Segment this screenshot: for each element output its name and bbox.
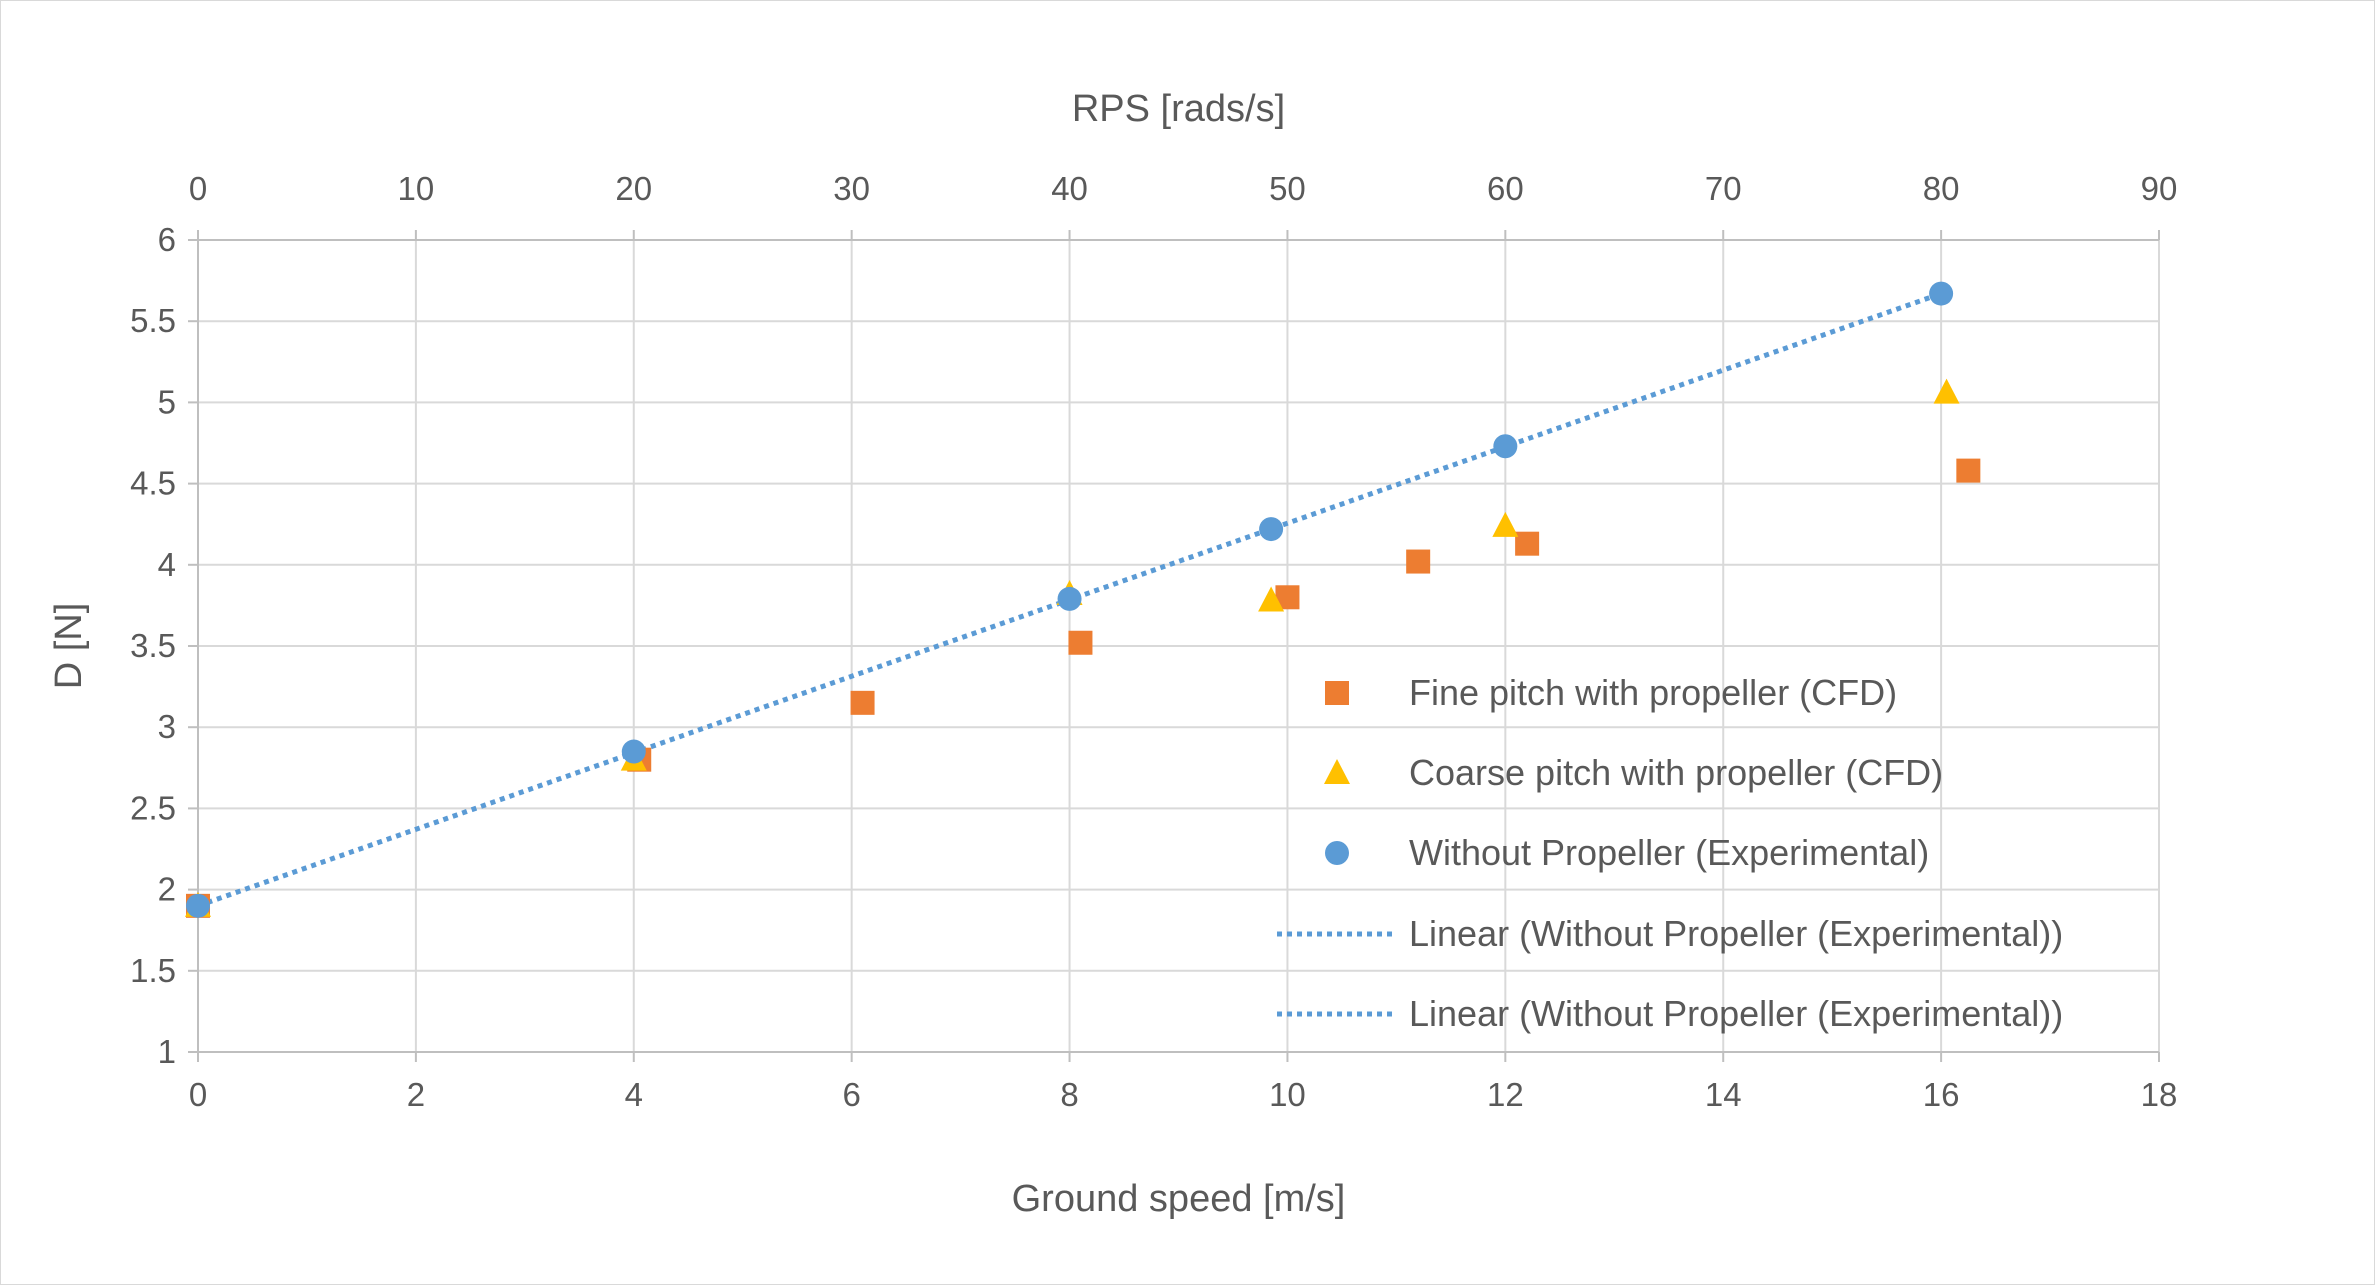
legend-label: Linear (Without Propeller (Experimental)… (1409, 993, 2063, 1034)
data-point-square (1068, 630, 1093, 655)
x2-tick-label: 20 (615, 170, 652, 207)
data-point-circle (1259, 517, 1284, 542)
legend: Fine pitch with propeller (CFD) Coarse pi… (1277, 672, 2063, 1034)
data-point-square (1956, 458, 1981, 483)
x2-tick-label: 10 (398, 170, 435, 207)
x2-tick-label: 40 (1051, 170, 1088, 207)
data-point-square (1406, 549, 1431, 574)
y-tick-label: 3.5 (130, 627, 176, 664)
legend-label: Linear (Without Propeller (Experimental)… (1409, 913, 2063, 954)
legend-label: Fine pitch with propeller (CFD) (1409, 672, 1897, 713)
x2-tick-label: 70 (1705, 170, 1742, 207)
data-point-circle (186, 893, 210, 918)
axes: 11.522.533.544.555.560 2 4 6 8 10 12 14 16 180 10 2… (130, 170, 2177, 1113)
legend-marker-circle (1325, 841, 1349, 865)
data-point-circle (1929, 281, 1954, 306)
y-tick-label: 2 (158, 871, 176, 908)
y-tick-label: 5 (158, 383, 176, 420)
data-point-triangle (1933, 378, 1960, 404)
x-tick-label: 2 (407, 1076, 425, 1113)
x-tick-label: 16 (1923, 1076, 1960, 1113)
x-tick-label: 10 (1269, 1076, 1306, 1113)
data-point-square (850, 690, 875, 715)
x2-tick-label: 90 (2141, 170, 2178, 207)
x-tick-label: 18 (2141, 1076, 2178, 1113)
x-tick-label: 4 (625, 1076, 643, 1113)
y-tick-label: 4.5 (130, 465, 176, 502)
data-point-triangle (1492, 511, 1519, 537)
legend-label: Coarse pitch with propeller (CFD) (1409, 752, 1943, 793)
data-point-circle (1493, 434, 1518, 459)
data-point-square (1515, 531, 1540, 556)
legend-marker-square (1325, 681, 1349, 705)
x2-tick-label: 80 (1923, 170, 1960, 207)
data-point-triangle (1258, 586, 1285, 612)
x-tick-label: 12 (1487, 1076, 1524, 1113)
legend-marker-triangle (1324, 759, 1350, 784)
x-tick-label: 8 (1060, 1076, 1078, 1113)
y-tick-label: 1 (158, 1033, 176, 1070)
x2-tick-label: 30 (833, 170, 870, 207)
x2-tick-label: 0 (189, 170, 207, 207)
y-tick-label: 6 (158, 221, 176, 258)
legend-label: Without Propeller (Experimental) (1409, 832, 1929, 873)
y-tick-label: 5.5 (130, 302, 176, 339)
x-tick-label: 14 (1705, 1076, 1742, 1113)
x-axis-title: Ground speed [m/s] (1012, 1178, 1346, 1220)
y-axis-title: D [N] (48, 603, 90, 690)
x-tick-label: 6 (842, 1076, 860, 1113)
secondary-x-axis-title: RPS [rads/s] (1072, 88, 1285, 130)
y-tick-label: 2.5 (130, 789, 176, 826)
y-tick-label: 1.5 (130, 952, 176, 989)
y-tick-label: 3 (158, 708, 176, 745)
data-point-circle (1057, 586, 1082, 611)
x2-tick-label: 60 (1487, 170, 1524, 207)
x2-tick-label: 50 (1269, 170, 1306, 207)
x-tick-label: 0 (189, 1076, 207, 1113)
y-tick-label: 4 (158, 546, 176, 583)
data-points (185, 281, 1981, 918)
data-point-circle (621, 739, 646, 764)
